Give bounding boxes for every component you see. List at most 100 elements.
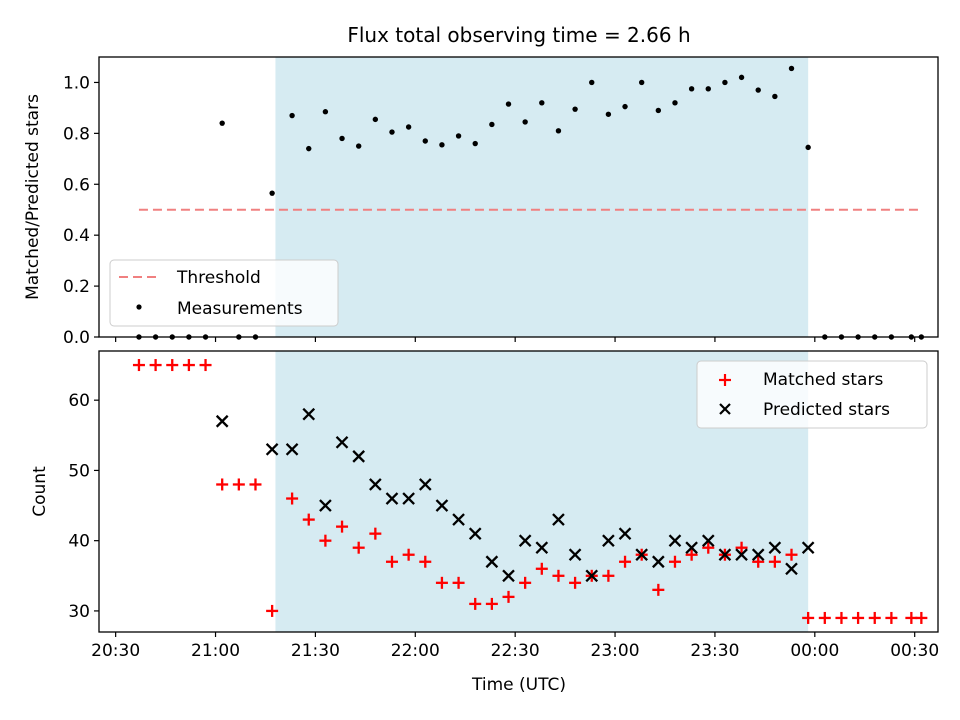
top-y-tick-label: 1.0	[63, 73, 90, 93]
measurement-point	[722, 79, 728, 86]
top-x-ticks	[115, 337, 916, 342]
measurement-point	[505, 101, 512, 107]
x-tick-label: 23:30	[690, 641, 739, 661]
matched-star-point	[735, 541, 748, 554]
measurement-point	[455, 133, 462, 139]
matched-star-point	[802, 611, 815, 624]
x-tick-label: 20:30	[91, 641, 140, 661]
predicted-star-point	[801, 541, 815, 555]
top-y-tick-label: 0.6	[63, 175, 90, 195]
matched-star-point	[535, 562, 548, 575]
predicted-star-point	[265, 443, 279, 456]
predicted-star-point	[568, 548, 582, 562]
matched-star-point	[402, 548, 415, 561]
predicted-stars-points	[215, 407, 815, 583]
predicted-star-point	[701, 534, 715, 547]
measurement-point	[738, 74, 745, 81]
matched-star-point	[885, 611, 898, 624]
top-observing-span	[275, 57, 809, 337]
matched-star-point	[336, 520, 349, 533]
matched-star-point	[232, 478, 245, 491]
matched-star-point	[852, 611, 865, 624]
matched-star-point	[569, 576, 582, 589]
top-y-axis-label: Matched/Predicted stars	[23, 94, 43, 300]
predicted-star-point	[652, 555, 665, 569]
predicted-star-point	[635, 548, 648, 562]
matched-star-point	[502, 590, 515, 603]
matched-star-point	[319, 534, 332, 547]
measurement-point	[339, 135, 345, 142]
measurement-point	[638, 79, 645, 86]
predicted-star-point	[585, 569, 599, 583]
matched-star-point	[915, 611, 928, 624]
predicted-star-point	[302, 407, 316, 421]
predicted-star-point	[215, 414, 229, 428]
matched-star-point	[452, 576, 465, 589]
predicted-star-point	[335, 436, 349, 449]
bottom-y-tick-label: 30	[68, 602, 90, 622]
x-axis-label: Time (UTC)	[471, 675, 566, 695]
predicted-star-point	[602, 534, 615, 547]
predicted-star-point	[468, 527, 482, 540]
matched-star-point	[668, 555, 681, 568]
measurement-point	[622, 103, 628, 110]
bottom-y-ticks: 30 40 50 60	[68, 391, 99, 622]
matched-star-point	[485, 597, 498, 610]
top-axes-frame	[98, 56, 939, 338]
measurement-point	[389, 129, 395, 135]
matched-star-point	[286, 492, 299, 505]
predicted-star-point	[552, 513, 565, 526]
measurement-point	[688, 86, 695, 92]
predicted-star-point	[418, 478, 432, 491]
matched-star-point	[302, 513, 315, 526]
measurement-point	[289, 112, 295, 119]
measurement-point	[539, 100, 545, 106]
top-y-tick-label: 0.2	[63, 277, 90, 297]
measurement-point	[522, 119, 528, 125]
measurement-point	[755, 87, 761, 93]
predicted-star-point	[352, 450, 366, 463]
matched-star-point	[552, 569, 565, 582]
matched-star-point	[835, 611, 848, 624]
matched-star-point	[868, 611, 881, 624]
measurement-point	[489, 121, 495, 128]
measurement-point	[788, 65, 795, 72]
matched-star-point	[166, 359, 179, 372]
predicted-star-point	[618, 527, 632, 540]
bottom-y-tick-label: 50	[68, 461, 90, 481]
top-y-ticks: 0.0 0.2 0.4 0.6 0.8 1.0	[63, 73, 99, 348]
measurement-point	[772, 93, 778, 100]
x-tick-label: 21:00	[191, 641, 240, 661]
measurement-point	[355, 143, 362, 149]
matched-star-point	[249, 478, 262, 491]
measurement-point	[422, 138, 428, 144]
matched-star-point	[768, 555, 781, 568]
measurement-point	[555, 128, 562, 134]
measurement-point	[306, 145, 312, 152]
legend-predicted-swatch	[719, 403, 731, 415]
legend-measurements-label: Measurements	[177, 299, 303, 319]
measurement-point	[672, 100, 678, 106]
predicted-star-point	[535, 541, 549, 555]
matched-star-point	[602, 569, 615, 582]
matched-star-point	[702, 541, 715, 554]
matched-star-point	[132, 359, 145, 372]
legend-matched-swatch	[719, 374, 731, 386]
predicted-star-point	[485, 555, 499, 569]
matched-star-point	[266, 604, 279, 617]
x-tick-label: 22:00	[391, 641, 440, 661]
x-tick-label: 00:30	[890, 641, 939, 661]
x-tick-label: 00:00	[790, 641, 839, 661]
legend-measurements-swatch	[136, 304, 142, 310]
x-tick-label: 21:30	[291, 641, 340, 661]
measurement-point	[372, 116, 379, 123]
legend-predicted-label: Predicted stars	[763, 400, 890, 420]
matched-star-point	[216, 478, 229, 491]
matched-star-point	[182, 359, 195, 372]
matched-star-point	[652, 583, 665, 596]
measurement-point	[322, 109, 329, 115]
measurement-point	[805, 144, 811, 151]
bottom-x-ticks: 20:30 21:00 21:30 22:00 22:30 23:00 23:30 00:00…	[91, 632, 939, 661]
